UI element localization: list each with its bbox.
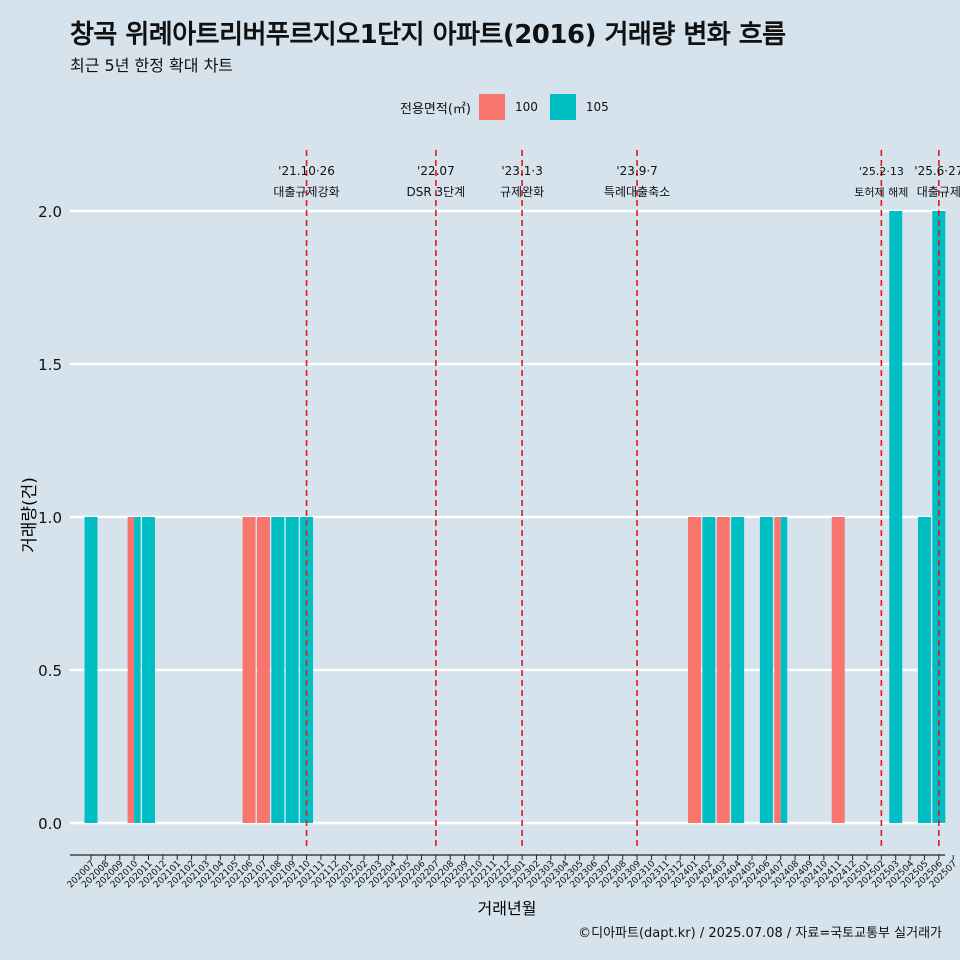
policy-date: '23.9·7 <box>616 164 657 178</box>
y-tick-label: 1.0 <box>38 509 62 527</box>
policy-annotations: '21.10·26 대출규제강화 '22.07 DSR 3단계 '23.1·3 규제완화 '… <box>273 150 960 848</box>
bar-105-202402 <box>702 517 716 823</box>
bar-105-202007 <box>84 517 98 823</box>
axes: 0.00.51.01.52.02020072020082020092020102… <box>38 203 959 890</box>
policy-date: '23.1·3 <box>501 164 542 178</box>
bar-100-202403 <box>716 517 730 823</box>
bar-105-202108 <box>271 517 285 823</box>
policy-label: 대출규제 <box>917 185 960 199</box>
grid-lines <box>70 209 945 825</box>
legend-swatch-105 <box>549 94 576 120</box>
policy-label: 규제완화 <box>500 185 544 199</box>
bars <box>84 211 946 823</box>
y-tick-label: 1.5 <box>38 356 62 374</box>
y-tick-label: 0.0 <box>38 815 62 833</box>
legend-title: 전용면적(㎡) <box>400 101 471 117</box>
source-caption: ©디아파트(dapt.kr) / 2025.07.08 / 자료=국토교통부 실… <box>578 926 942 941</box>
y-tick-label: 0.5 <box>38 662 62 680</box>
policy-date: '21.10·26 <box>278 164 335 178</box>
bar-105-202404 <box>731 517 745 823</box>
legend-swatch-100 <box>478 94 505 120</box>
x-axis-label: 거래년월 <box>478 899 537 918</box>
bar-100-202107 <box>256 517 270 823</box>
bar-105-202010 <box>134 517 141 823</box>
chart-title: 창곡 위례아트리버푸르지오1단지 아파트(2016) 거래량 변화 흐름 <box>70 20 786 50</box>
policy-label: 특례대출축소 <box>604 185 670 199</box>
policy-date: '22.07 <box>417 164 455 178</box>
bar-100-202106 <box>242 517 256 823</box>
policy-date: '25.2·13 <box>859 165 904 178</box>
legend-label-100: 100 <box>514 100 538 114</box>
bar-105-202406 <box>759 517 773 823</box>
legend-label-105: 105 <box>585 100 609 114</box>
policy-label: DSR 3단계 <box>407 185 466 199</box>
bar-100-202401 <box>688 517 702 823</box>
bar-100-202407 <box>774 517 781 823</box>
bar-100-202010 <box>127 517 135 823</box>
bar-105-202407 <box>780 517 788 823</box>
chart-subtitle: 최근 5년 한정 확대 차트 <box>70 56 234 75</box>
y-tick-label: 2.0 <box>38 203 62 221</box>
bar-105-202011 <box>141 517 155 823</box>
y-axis-label: 거래량(건) <box>20 477 40 553</box>
policy-label: 대출규제강화 <box>273 185 339 199</box>
policy-date: '25.6·27 <box>914 164 960 178</box>
bar-105-202505 <box>917 517 931 823</box>
legend: 전용면적(㎡) 100 105 <box>400 93 621 121</box>
bar-100-202411 <box>831 517 845 823</box>
bar-105-202506 <box>932 211 946 823</box>
bar-105-202109 <box>285 517 299 823</box>
bar-105-202503 <box>889 211 903 823</box>
policy-label: 토허제 해제 <box>854 185 908 199</box>
